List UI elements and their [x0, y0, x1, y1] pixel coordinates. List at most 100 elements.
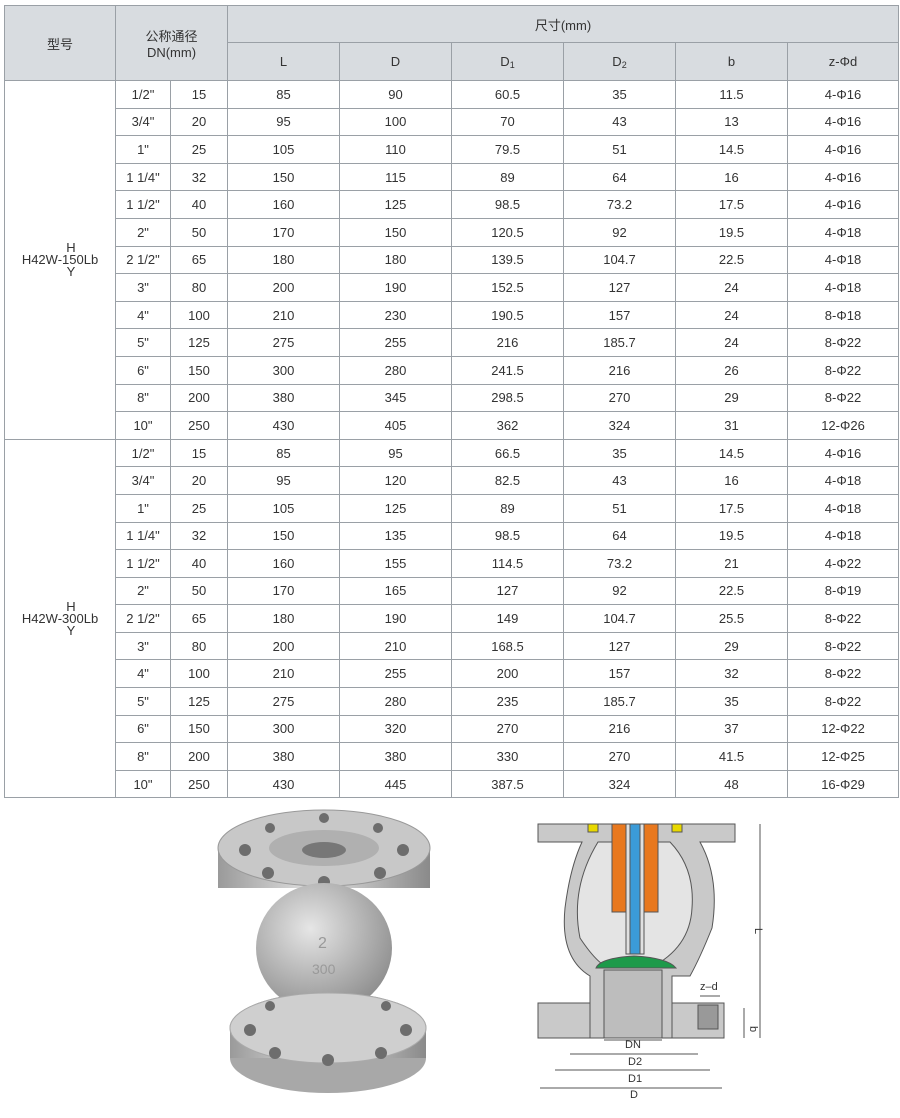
- data-cell: 32: [170, 521, 228, 551]
- header-cell: D2: [563, 42, 676, 81]
- data-cell: 298.5: [451, 383, 564, 413]
- header-cell: 型号: [4, 5, 116, 81]
- data-cell: 430: [227, 769, 340, 799]
- model-label: H H42W-150Lb Y: [5, 241, 115, 278]
- data-row: 1 1/2" 40 160 125 98.5 73.2 17.5 4-Φ16: [5, 190, 899, 219]
- data-cell: 216: [563, 355, 676, 385]
- data-cell: 190.5: [451, 300, 564, 330]
- data-row: 6" 150 300 320 270 216 37 12-Φ22: [5, 714, 899, 744]
- data-cell: 25: [170, 135, 228, 164]
- model-name: H42W-150Lb: [21, 251, 99, 267]
- data-cell: 300: [227, 714, 340, 744]
- data-cell: 12-Φ26: [787, 411, 899, 440]
- data-cell: 11.5: [675, 80, 788, 109]
- data-cell: 125: [339, 493, 452, 523]
- data-cell: 4-Φ18: [787, 521, 899, 551]
- data-cell: 200: [451, 659, 564, 689]
- data-cell: 387.5: [451, 769, 564, 799]
- model-bottom: Y: [66, 622, 76, 638]
- header-text: L: [279, 54, 288, 69]
- data-cell: 4": [115, 659, 171, 689]
- data-cell: 180: [339, 245, 452, 275]
- data-cell: 60.5: [451, 80, 564, 109]
- data-cell: 24: [675, 328, 788, 357]
- data-cell: 125: [170, 328, 228, 357]
- model-top: H: [66, 598, 76, 614]
- data-cell: 160: [227, 549, 340, 578]
- data-cell: 8-Φ22: [787, 631, 899, 661]
- data-cell: 1 1/2": [115, 549, 171, 578]
- data-cell: 120.5: [451, 217, 564, 247]
- data-cell: 85: [227, 438, 340, 468]
- data-cell: 4-Φ18: [787, 493, 899, 523]
- header-cell: L: [227, 42, 340, 81]
- data-cell: 32: [675, 659, 788, 689]
- data-cell: 4-Φ18: [787, 245, 899, 275]
- data-cell: 2": [115, 576, 171, 606]
- data-cell: 200: [227, 631, 340, 661]
- data-cell: 160: [227, 190, 340, 219]
- data-cell: 170: [227, 576, 340, 606]
- data-cell: 1/2": [115, 438, 171, 468]
- data-cell: 280: [339, 355, 452, 385]
- header-row: 型号 公称通径 DN(mm) 尺寸(mm): [4, 5, 899, 81]
- data-cell: 4-Φ16: [787, 80, 899, 109]
- data-cell: 210: [339, 631, 452, 661]
- data-cell: 165: [339, 576, 452, 606]
- data-cell: 80: [170, 273, 228, 302]
- data-cell: 15: [170, 438, 228, 468]
- data-cell: 25: [170, 493, 228, 523]
- data-row: 10" 250 430 405 362 324 31 12-Φ26: [5, 411, 899, 440]
- data-cell: 14.5: [675, 438, 788, 468]
- data-cell: 445: [339, 769, 452, 799]
- data-cell: 430: [227, 411, 340, 440]
- data-row: 2 1/2" 65 180 190 149 104.7 25.5 8-Φ22: [5, 604, 899, 633]
- data-cell: 170: [227, 217, 340, 247]
- data-cell: 255: [339, 328, 452, 357]
- data-cell: 150: [170, 714, 228, 744]
- data-cell: 4-Φ16: [787, 190, 899, 219]
- data-row: 3" 80 200 210 168.5 127 29 8-Φ22: [5, 631, 899, 661]
- data-cell: 190: [339, 604, 452, 633]
- data-cell: 3": [115, 631, 171, 661]
- data-cell: 8-Φ22: [787, 355, 899, 385]
- header-text: D: [500, 53, 510, 69]
- header-text: z-Φd: [828, 54, 858, 69]
- data-cell: 8-Φ22: [787, 383, 899, 413]
- data-cell: 210: [227, 659, 340, 689]
- data-row: 2" 50 170 150 120.5 92 19.5 4-Φ18: [5, 217, 899, 247]
- data-cell: 270: [563, 742, 676, 771]
- data-cell: 17.5: [675, 190, 788, 219]
- data-cell: 98.5: [451, 521, 564, 551]
- data-cell: 100: [339, 107, 452, 137]
- data-cell: 2": [115, 217, 171, 247]
- data-cell: 90: [339, 80, 452, 109]
- data-row: 1" 25 105 110 79.5 51 14.5 4-Φ16: [5, 135, 899, 164]
- header-text: DN(mm): [146, 45, 197, 60]
- header-text: b: [727, 54, 736, 69]
- data-cell: 1 1/2": [115, 190, 171, 219]
- header-cell: D1: [451, 42, 564, 81]
- dimension-label: D2: [628, 1056, 642, 1068]
- data-cell: 6": [115, 714, 171, 744]
- data-cell: 8-Φ18: [787, 300, 899, 330]
- data-row: 5" 125 275 280 235 185.7 35 8-Φ22: [5, 687, 899, 716]
- data-cell: 22.5: [675, 576, 788, 606]
- data-cell: 110: [339, 135, 452, 164]
- data-cell: 32: [170, 162, 228, 192]
- data-cell: 15: [170, 80, 228, 109]
- header-cell: 公称通径 DN(mm): [115, 5, 228, 81]
- data-cell: 64: [563, 162, 676, 192]
- data-cell: 149: [451, 604, 564, 633]
- data-cell: 40: [170, 549, 228, 578]
- data-cell: 43: [563, 466, 676, 495]
- data-cell: 4-Φ16: [787, 135, 899, 164]
- data-cell: 37: [675, 714, 788, 744]
- model-name: H42W-300Lb: [21, 610, 99, 626]
- data-cell: 5": [115, 328, 171, 357]
- data-cell: 275: [227, 687, 340, 716]
- data-cell: 8-Φ22: [787, 604, 899, 633]
- header-subscript: 1: [509, 59, 515, 70]
- data-cell: 200: [170, 742, 228, 771]
- data-row: 5" 125 275 255 216 185.7 24 8-Φ22: [5, 328, 899, 357]
